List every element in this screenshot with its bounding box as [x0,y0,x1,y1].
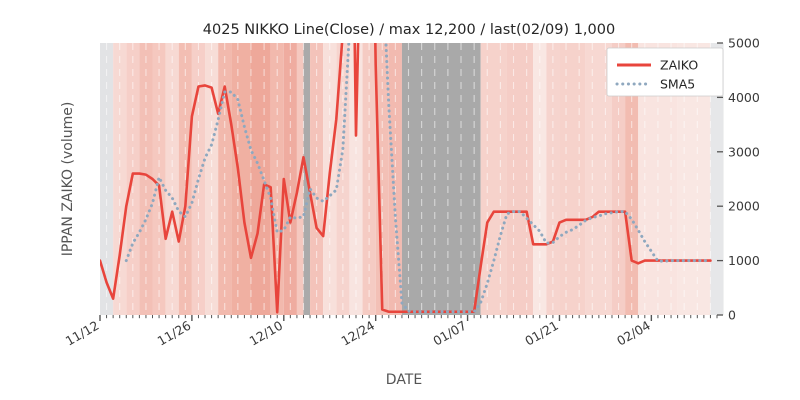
x-axis-ticks: 11/12 11/26 12/10 12/24 01/07 01/21 02/04 [63,315,718,349]
y-tick-label: 2000 [728,199,760,214]
y-axis-ticks: 0 1000 2000 3000 4000 5000 [717,36,760,323]
background-band [231,43,251,315]
x-tick-label: 11/12 [63,318,102,349]
background-band [480,43,507,315]
x-tick-label: 12/24 [338,318,377,349]
background-band [506,43,534,315]
chart-title: 4025 NIKKO Line(Close) / max 12,200 / la… [203,22,615,38]
background-band [559,43,586,315]
x-tick-label: 01/07 [430,318,469,349]
chart-legend[interactable]: ZAIKO SMA5 [606,47,724,97]
data-series-group [100,43,712,314]
y-axis-label: IPPAN ZAIKO (volume) [60,102,76,257]
x-axis-label: DATE [386,372,422,388]
y-tick-label: 5000 [728,36,760,51]
y-tick-label: 1000 [728,253,760,268]
background-band [710,43,724,315]
background-band [401,43,481,315]
y-tick-label: 3000 [728,144,760,159]
legend-label-zaiko: ZAIKO [660,58,698,73]
series-line-zaiko [100,43,712,314]
background-band [250,43,271,315]
x-tick-label: 12/10 [247,318,286,349]
legend-box [606,47,724,97]
legend-label-sma5: SMA5 [660,77,695,92]
y-tick-label: 4000 [728,90,760,105]
x-tick-label: 01/21 [522,318,561,349]
y-tick-label: 0 [728,308,736,323]
x-tick-label: 11/26 [155,318,194,349]
x-tick-label: 02/04 [614,318,653,349]
series-line-sma5 [124,43,712,314]
